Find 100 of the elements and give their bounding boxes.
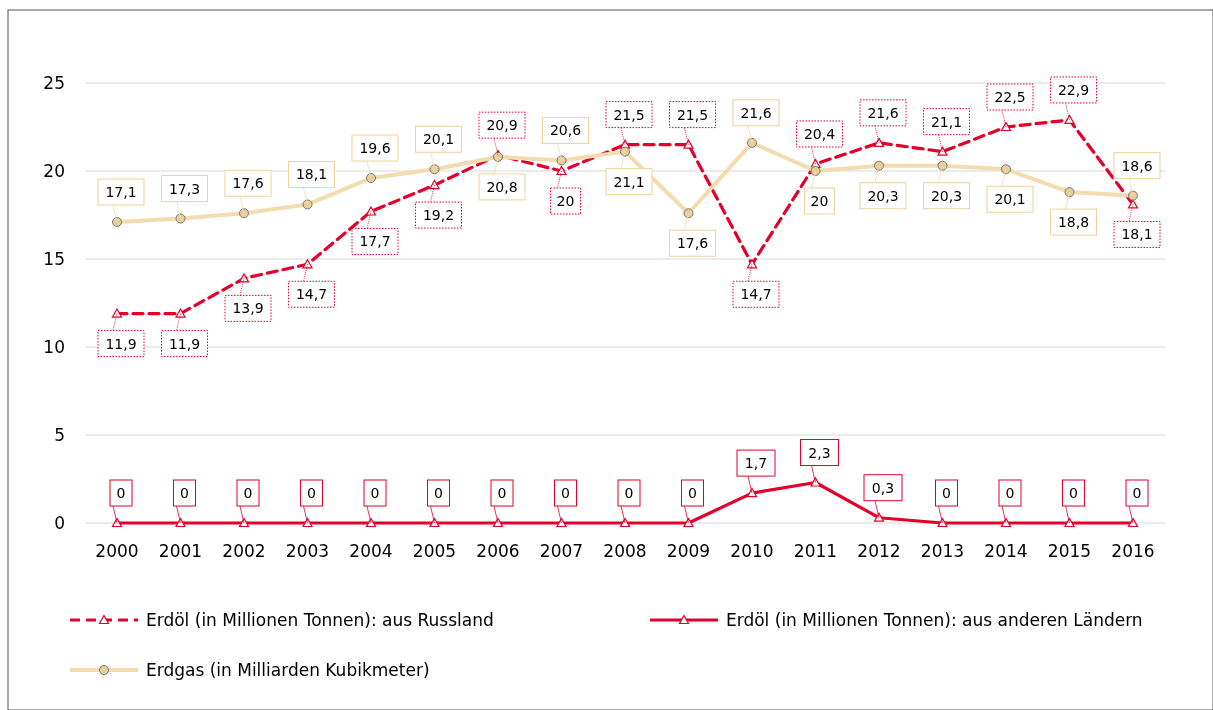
data-label: 1,7 <box>744 455 768 472</box>
legend-label: Erdöl (in Millionen Tonnen): aus Russland <box>146 610 494 630</box>
data-label: 20,3 <box>930 187 963 204</box>
data-label: 0 <box>624 485 634 501</box>
x-tick-label: 2014 <box>984 541 1028 561</box>
data-label: 21,1 <box>930 113 963 130</box>
point <box>492 517 504 528</box>
data-label: 21,6 <box>740 104 772 121</box>
point <box>1127 199 1139 209</box>
point <box>1127 517 1139 528</box>
point <box>111 308 123 318</box>
data-label: 18,1 <box>1121 226 1153 243</box>
data-label: 0 <box>1132 485 1142 501</box>
data-label: 21,5 <box>676 106 709 123</box>
y-tick-label: 25 <box>43 73 65 93</box>
point <box>366 173 376 184</box>
data-label: 19,2 <box>422 207 455 224</box>
y-tick-label: 0 <box>54 513 65 533</box>
x-tick-label: 2013 <box>920 541 965 561</box>
data-label: 20 <box>556 193 575 209</box>
data-label: 0 <box>434 485 443 501</box>
data-label: 0 <box>1069 485 1078 501</box>
data-label: 14,7 <box>295 286 328 303</box>
x-tick-label: 2005 <box>412 541 457 561</box>
data-label: 20,4 <box>803 125 836 142</box>
point <box>556 165 567 176</box>
data-label: 11,9 <box>105 335 137 352</box>
x-tick-label: 2004 <box>349 541 393 561</box>
data-label: 0 <box>116 485 126 501</box>
x-tick-label: 2001 <box>158 541 203 561</box>
data-label: 0 <box>688 485 697 501</box>
x-tick-label: 2002 <box>222 541 266 561</box>
y-tick-label: 10 <box>43 337 65 357</box>
data-label: 20,6 <box>549 122 582 139</box>
data-label: 21,5 <box>613 106 645 123</box>
y-tick-label: 20 <box>43 161 65 181</box>
data-label: 17,6 <box>232 175 264 192</box>
legend-label: Erdgas (in Milliarden Kubikmeter) <box>146 660 430 680</box>
point <box>111 517 123 528</box>
y-tick-label: 5 <box>54 425 65 445</box>
data-label: 20,1 <box>994 191 1026 208</box>
point <box>1064 114 1075 125</box>
point <box>683 208 694 219</box>
x-tick-label: 2003 <box>285 541 330 561</box>
point <box>746 487 758 498</box>
point <box>1000 517 1012 528</box>
x-tick-label: 2009 <box>666 541 711 561</box>
data-label: 0 <box>497 485 507 501</box>
point <box>746 259 758 269</box>
data-label: 2,3 <box>808 444 831 461</box>
point <box>365 206 377 216</box>
data-label: 20,9 <box>486 117 518 134</box>
data-label: 0 <box>243 485 253 501</box>
point <box>1001 164 1011 175</box>
data-label: 17,3 <box>168 180 201 197</box>
data-label: 0 <box>180 485 189 501</box>
x-tick-label: 2012 <box>857 541 901 561</box>
data-label: 0 <box>1005 485 1015 501</box>
point <box>619 517 631 528</box>
point <box>620 146 630 157</box>
x-tick-label: 2008 <box>603 541 647 561</box>
point <box>239 208 249 219</box>
data-label: 20 <box>810 193 829 209</box>
point <box>1128 190 1138 201</box>
point <box>302 259 313 269</box>
data-label: 14,7 <box>740 286 772 303</box>
point <box>747 137 757 148</box>
point <box>175 213 186 224</box>
point <box>556 155 567 166</box>
data-label: 22,5 <box>994 89 1026 105</box>
legend-label: Erdöl (in Millionen Tonnen): aus anderen Ländern <box>726 610 1143 630</box>
data-label: 18,6 <box>1121 157 1153 174</box>
data-label: 11,9 <box>168 335 201 352</box>
point <box>937 146 948 156</box>
point <box>937 160 948 171</box>
data-label: 17,7 <box>359 233 391 250</box>
point <box>1000 121 1012 132</box>
data-label: 20,3 <box>867 187 899 204</box>
data-label: 0 <box>370 485 380 501</box>
data-label: 21,1 <box>613 173 645 190</box>
data-label: 21,6 <box>867 104 899 121</box>
point <box>873 137 885 147</box>
data-label: 19,6 <box>359 140 391 157</box>
x-tick-label: 2015 <box>1047 541 1092 561</box>
x-tick-label: 2000 <box>95 541 139 561</box>
point <box>238 273 250 283</box>
data-label: 22,9 <box>1057 81 1090 98</box>
x-tick-label: 2011 <box>793 541 838 561</box>
point <box>429 164 440 175</box>
x-tick-label: 2010 <box>730 541 774 561</box>
point <box>238 517 250 528</box>
data-label: 0 <box>561 485 570 501</box>
data-label: 17,1 <box>105 184 137 201</box>
point <box>365 517 377 528</box>
x-tick-label: 2007 <box>539 541 584 561</box>
point <box>683 139 694 149</box>
point <box>112 217 122 228</box>
point <box>429 179 440 190</box>
data-label: 20,8 <box>486 178 518 195</box>
data-label: 17,6 <box>676 235 709 252</box>
